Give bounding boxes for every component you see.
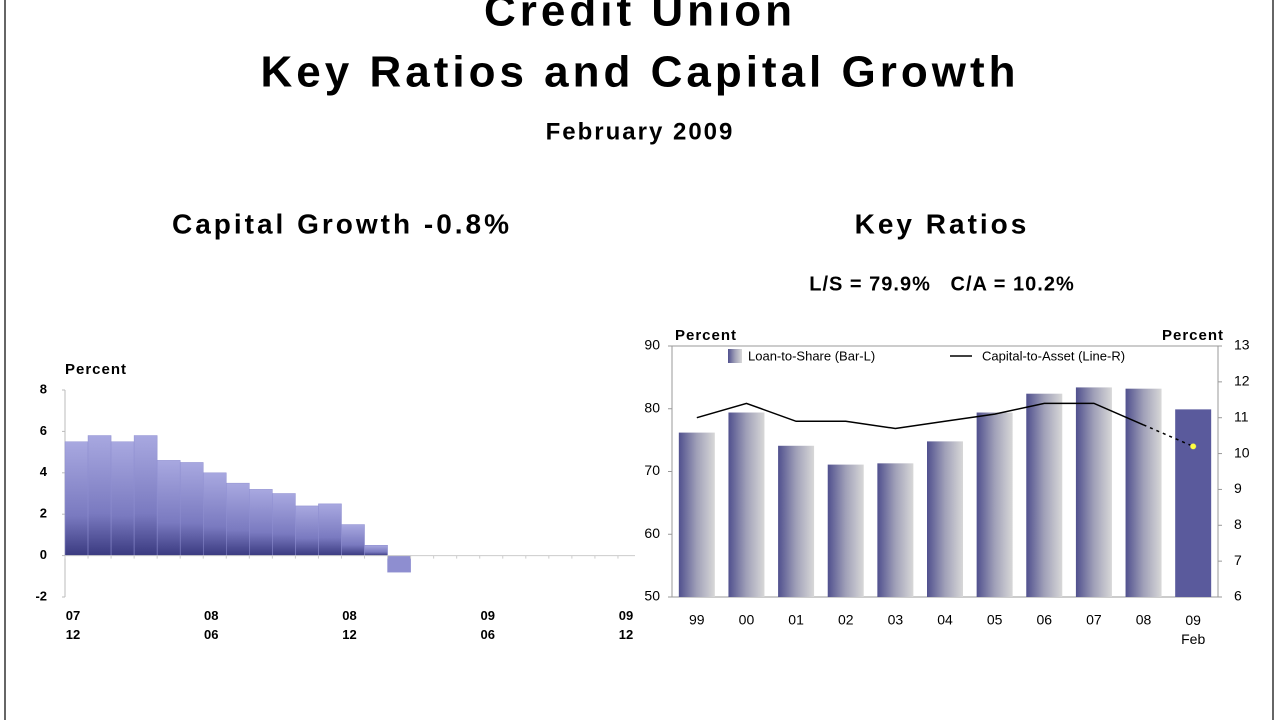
bar xyxy=(226,482,250,556)
x-tick-label: 03 xyxy=(888,612,904,628)
bar xyxy=(87,435,112,556)
legend-label: Loan-to-Share (Bar-L) xyxy=(748,348,875,363)
y-tick-label: -2 xyxy=(35,588,47,603)
bar xyxy=(778,445,815,597)
bar xyxy=(364,545,388,556)
y2-label: Percent xyxy=(1162,327,1224,344)
y2-tick-label: 6 xyxy=(1234,588,1242,604)
x-tick-label: 99 xyxy=(689,612,705,628)
x-tick-label: 08 xyxy=(1136,612,1152,628)
y-tick-label: 2 xyxy=(40,506,47,521)
y-tick-label: 6 xyxy=(40,423,47,438)
bar xyxy=(202,472,227,556)
bar xyxy=(249,489,273,556)
bar xyxy=(341,524,365,556)
point-marker xyxy=(1189,443,1197,450)
bar xyxy=(295,505,319,556)
y-label: Percent xyxy=(675,327,737,344)
bar xyxy=(1026,393,1063,597)
y-tick-label: 8 xyxy=(40,381,47,396)
bar xyxy=(678,432,715,597)
y-tick-label: 80 xyxy=(644,399,660,415)
x-tick-label: 09 12 xyxy=(619,608,633,642)
bar xyxy=(877,463,914,597)
bar xyxy=(1075,387,1112,597)
y-label: Percent xyxy=(65,361,127,378)
y-tick-label: 4 xyxy=(40,464,48,479)
x-tick-label: 07 xyxy=(1086,612,1102,628)
x-tick-label: 02 xyxy=(838,612,854,628)
y2-tick-label: 7 xyxy=(1234,552,1242,568)
y2-tick-label: 12 xyxy=(1234,373,1250,389)
ratios: L/S = 79.9% C/A = 10.2% xyxy=(809,273,1075,295)
line xyxy=(696,402,1144,430)
bar xyxy=(1175,409,1212,597)
title-line: Key Ratios and Capital Growth xyxy=(261,48,1020,97)
bar xyxy=(156,460,181,556)
bar xyxy=(387,555,411,573)
x-tick-label: 04 xyxy=(937,612,953,628)
bar xyxy=(1125,388,1162,597)
bar xyxy=(927,441,963,597)
x-tick-label: 09 Feb xyxy=(1181,612,1205,647)
title-line: Credit Union xyxy=(484,0,796,36)
x-tick-label: 09 06 xyxy=(480,608,494,642)
x-tick-label: 08 06 xyxy=(204,608,218,642)
y2-tick-label: 11 xyxy=(1234,408,1249,424)
bar xyxy=(976,412,1013,597)
bar xyxy=(728,412,765,597)
x-tick-label: 07 12 xyxy=(66,608,80,642)
bar xyxy=(133,435,158,556)
y-tick-label: 0 xyxy=(40,547,47,562)
y-tick-label: 90 xyxy=(644,337,660,353)
y2-tick-label: 10 xyxy=(1234,444,1250,460)
y2-tick-label: 9 xyxy=(1234,480,1242,496)
frame xyxy=(4,0,1274,720)
y-tick-label: 60 xyxy=(644,525,660,541)
bar xyxy=(272,493,296,556)
bar xyxy=(179,462,204,556)
bar xyxy=(318,503,342,556)
y2-tick-label: 8 xyxy=(1234,516,1242,532)
legend-swatch xyxy=(728,349,742,363)
y2-tick-label: 13 xyxy=(1234,337,1250,353)
x-tick-label: 01 xyxy=(788,612,804,628)
legend-label: Capital-to-Asset (Line-R) xyxy=(982,348,1125,363)
chart-title: Capital Growth -0.8% xyxy=(172,208,512,239)
y-tick-label: 70 xyxy=(644,462,660,478)
chart-title: Key Ratios xyxy=(855,208,1030,239)
bar xyxy=(827,464,864,597)
bar xyxy=(110,441,135,556)
x-tick-label: 00 xyxy=(739,612,755,628)
x-tick-label: 05 xyxy=(987,612,1003,628)
y-tick-label: 50 xyxy=(644,588,660,604)
subtitle: February 2009 xyxy=(546,118,735,145)
x-tick-label: 08 12 xyxy=(342,608,356,642)
x-tick-label: 06 xyxy=(1036,612,1052,628)
line-projection xyxy=(1143,424,1194,448)
bar xyxy=(64,441,89,556)
